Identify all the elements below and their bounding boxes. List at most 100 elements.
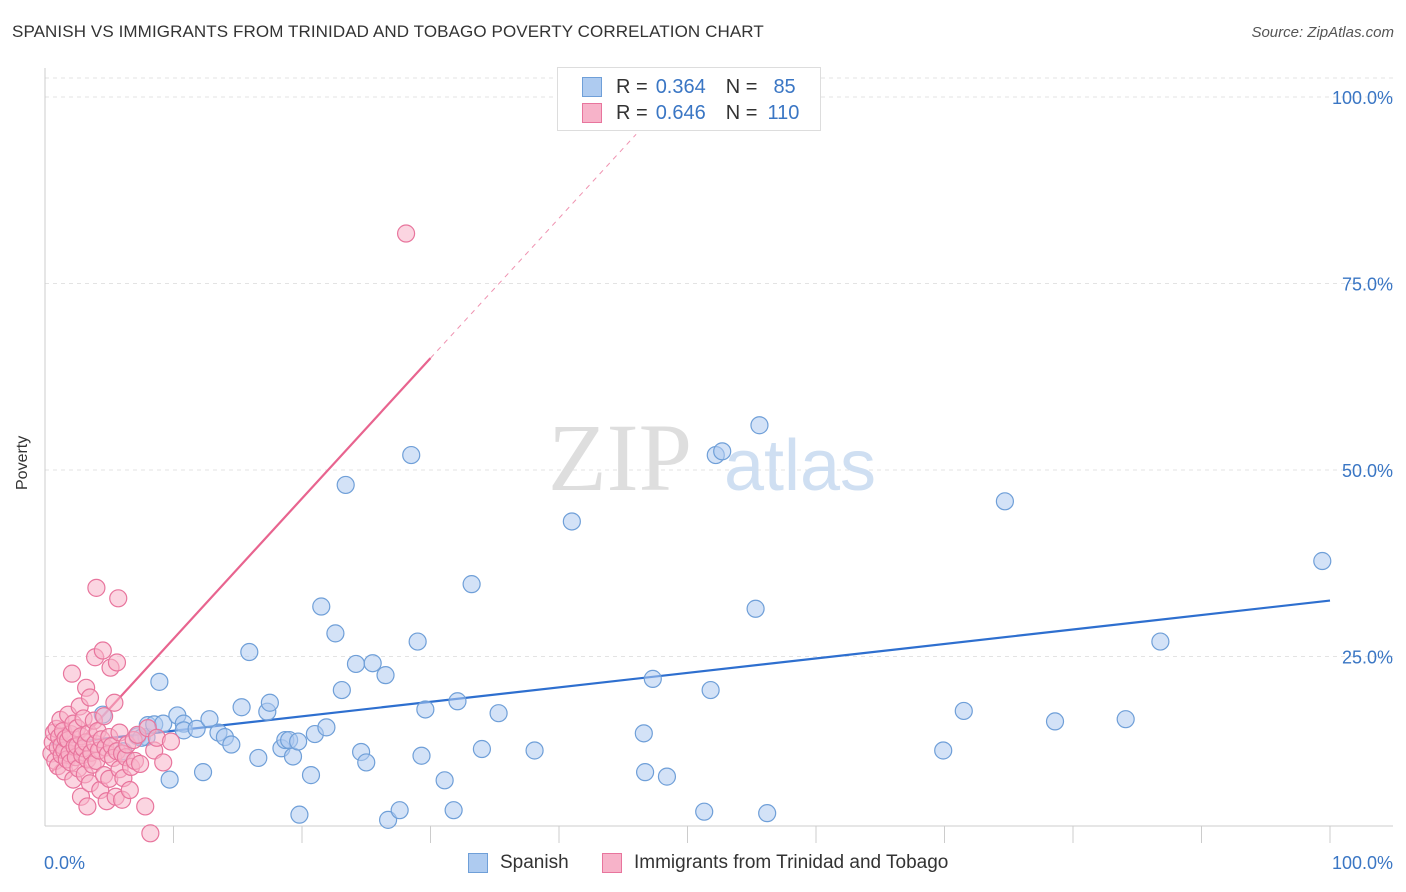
spanish-point-41 [376, 666, 395, 685]
trinidad-point-90 [396, 224, 416, 243]
spanish-point-72 [1151, 632, 1170, 651]
spanish-point-14 [200, 710, 219, 729]
spanish-point-60 [695, 802, 714, 821]
trinidad-point-82 [130, 754, 150, 774]
spanish-point-23 [260, 693, 279, 712]
trinidad-point-65 [105, 693, 124, 712]
spanish-point-67 [934, 741, 953, 760]
spanish-point-15 [193, 763, 213, 782]
spanish-point-45 [408, 632, 427, 651]
spanish-point-29 [290, 805, 309, 824]
y-axis-label: Poverty [14, 435, 31, 490]
watermark-zip: ZIP [548, 404, 692, 511]
legend-swatch-pink [602, 853, 622, 873]
stats-row-trinidad: R = 0.646 N = 110 [582, 101, 799, 125]
spanish-point-42 [378, 810, 398, 829]
x-tick-label-max: 100.0% [1332, 853, 1393, 873]
spanish-point-69 [995, 492, 1014, 511]
source-label: Source: ZipAtlas.com [1251, 24, 1394, 41]
spanish-point-54 [525, 741, 544, 760]
spanish-point-20 [240, 642, 259, 662]
trinidad-point-77 [120, 780, 139, 800]
x-tick-label-min: 0.0% [44, 853, 85, 873]
trinidad-point-88 [154, 753, 173, 772]
spanish-point-32 [312, 597, 331, 616]
legend-label: Spanish [500, 852, 569, 873]
spanish-trend-line [51, 599, 1331, 746]
spanish-point-35 [332, 680, 351, 700]
spanish-point-13 [187, 719, 206, 738]
spanish-point-8 [150, 672, 169, 691]
spanish-point-52 [472, 739, 491, 759]
r-label: R = [616, 101, 648, 124]
spanish-point-70 [1045, 712, 1065, 731]
legend-label: Immigrants from Trinidad and Tobago [634, 852, 949, 873]
tick-labels: 25.0% 50.0% 75.0% 100.0% 0.0% 100.0% [44, 88, 1393, 873]
spanish-point-51 [462, 575, 481, 594]
spanish-point-28 [289, 732, 308, 751]
spanish-point-59 [657, 767, 677, 786]
spanish-point-55 [562, 512, 581, 531]
trinidad-point-21 [62, 664, 82, 683]
legend-item-trinidad[interactable]: Immigrants from Trinidad and Tobago [602, 852, 948, 874]
y-tick-label-75: 75.0% [1342, 275, 1393, 295]
spanish-point-63 [713, 442, 732, 461]
axes [44, 68, 1393, 843]
trinidad-point-56 [95, 707, 114, 726]
spanish-point-37 [346, 654, 366, 674]
stats-legend: R = 0.364 N = 85 R = 0.646 N = 110 [557, 67, 821, 131]
spanish-point-34 [326, 624, 345, 643]
y-tick-label-25: 25.0% [1342, 648, 1393, 668]
spanish-point-61 [701, 680, 720, 700]
legend-swatch-blue [582, 77, 602, 97]
spanish-point-47 [416, 700, 435, 719]
spanish-point-65 [750, 416, 769, 435]
r-value: 0.646 [655, 101, 706, 124]
spanish-point-64 [746, 599, 765, 618]
trinidad-point-38 [78, 797, 97, 816]
trinidad-point-83 [136, 797, 155, 816]
spanish-point-43 [390, 801, 409, 820]
spanish-point-30 [301, 766, 321, 785]
spanish-point-50 [448, 692, 467, 711]
spanish-point-73 [1313, 551, 1332, 571]
spanish-point-46 [412, 746, 431, 765]
spanish-point-57 [635, 763, 655, 782]
trinidad-trend-extension [430, 133, 637, 359]
series-legend: Spanish Immigrants from Trinidad and Tob… [0, 850, 1406, 878]
n-label: N = [725, 75, 758, 98]
legend-swatch-pink [582, 103, 602, 123]
spanish-point-56 [634, 724, 653, 743]
trinidad-point-49 [87, 578, 106, 597]
spanish-point-48 [435, 771, 454, 790]
grid-lines [45, 77, 1395, 657]
spanish-point-58 [643, 669, 662, 688]
trinidad-point-42 [80, 688, 100, 707]
spanish-point-9 [160, 770, 179, 789]
spanish-point-40 [363, 654, 382, 673]
trinidad-point-85 [141, 824, 160, 843]
spanish-point-21 [249, 748, 268, 768]
watermark-atlas: atlas [724, 426, 876, 506]
data-points [42, 224, 1332, 843]
spanish-point-39 [357, 753, 376, 772]
spanish-point-53 [489, 704, 508, 723]
r-label: R = [616, 75, 648, 98]
trinidad-point-67 [107, 653, 127, 672]
n-value: 110 [767, 101, 800, 124]
legend-swatch-blue [468, 853, 488, 873]
spanish-point-33 [317, 718, 336, 737]
spanish-point-44 [402, 445, 421, 465]
spanish-point-68 [954, 701, 973, 721]
legend-item-spanish[interactable]: Spanish [468, 852, 569, 874]
spanish-point-19 [232, 698, 251, 717]
spanish-point-49 [444, 801, 463, 820]
y-tick-label-100: 100.0% [1332, 88, 1393, 108]
chart-title: SPANISH VS IMMIGRANTS FROM TRINIDAD AND … [12, 22, 764, 41]
stats-row-spanish: R = 0.364 N = 85 [582, 75, 796, 99]
r-value: 0.364 [655, 75, 706, 98]
trinidad-point-54 [93, 641, 112, 660]
spanish-point-18 [222, 735, 241, 754]
n-value: 85 [773, 75, 796, 98]
